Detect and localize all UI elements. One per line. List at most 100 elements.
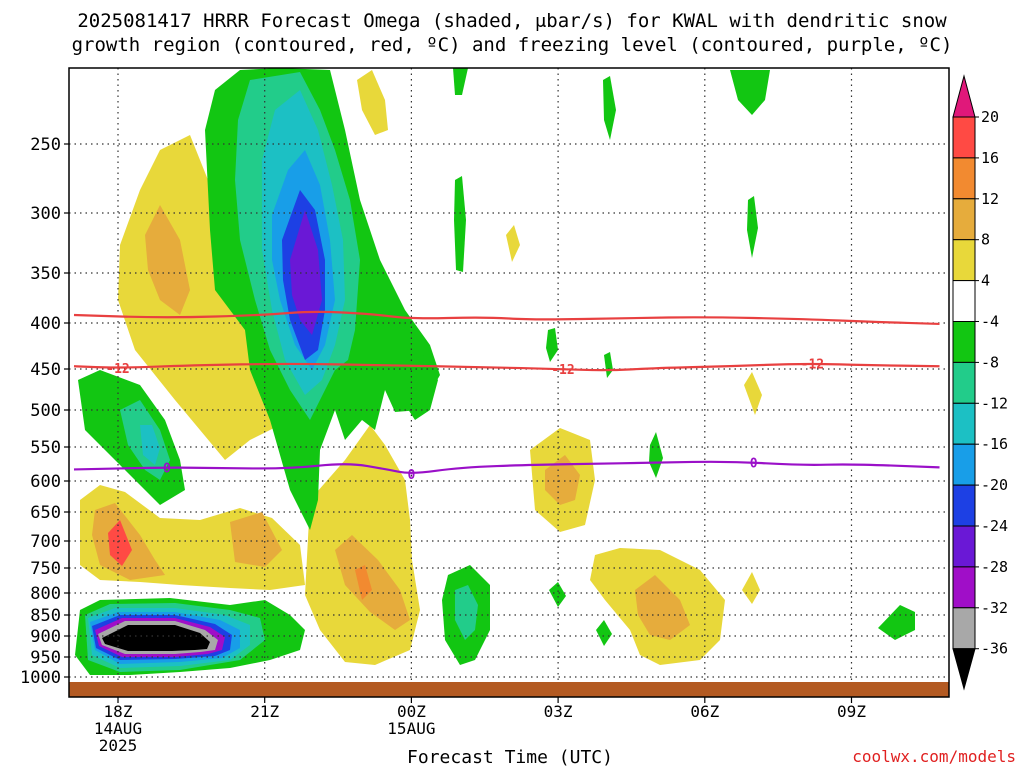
x-axis-title: Forecast Time (UTC)	[407, 747, 613, 768]
colorbar-top-arrow	[952, 74, 976, 118]
x-tick-label: 06Z	[635, 703, 775, 720]
x-tick-label: 09Z	[782, 703, 922, 720]
colorbar-swatch	[952, 525, 976, 568]
colorbar-label: -36	[981, 640, 1008, 658]
contour-line	[73, 460, 940, 474]
contour-label: -12	[106, 362, 129, 377]
omega-pos-region-mid	[305, 425, 420, 665]
plot-frame	[68, 67, 950, 698]
colorbar-label: 20	[981, 108, 999, 126]
omega-pos-region-lower-orange2	[230, 512, 282, 567]
y-tick-label: 1000	[20, 668, 61, 688]
colorbar-swatch	[952, 402, 976, 445]
colorbar-label: -32	[981, 599, 1008, 617]
y-tick-label: 700	[30, 532, 61, 552]
x-tick-label-line: 2025	[98, 736, 138, 755]
colorbar-swatch	[952, 116, 976, 159]
contour-label: 0	[750, 457, 758, 472]
chart-title-line-1: 2025081417 HRRR Forecast Omega (shaded, …	[77, 10, 947, 32]
colorbar-label: 16	[981, 149, 999, 167]
omega-neg-region-cell-3	[453, 68, 468, 95]
colorbar-swatch	[952, 321, 976, 363]
x-tick-label-line: 14AUG	[93, 719, 143, 738]
omega-neg-region-cell-10	[549, 582, 566, 607]
omega-pos-region-small-1	[357, 70, 388, 135]
y-tick-label: 950	[30, 648, 61, 668]
omega-neg-region-mid	[398, 355, 438, 420]
credit-text: coolwx.com/models	[852, 747, 1016, 766]
colorbar-bottom-arrow	[952, 648, 976, 691]
colorbar-swatch	[952, 361, 976, 404]
omega-pos-region-03z-core	[545, 455, 580, 505]
omega-neg-region-cell-2	[730, 70, 770, 115]
omega-neg-region-bottom-black	[102, 625, 210, 651]
omega-neg-region-cell-11	[596, 620, 612, 646]
omega-shading	[75, 68, 915, 675]
x-axis-ticks	[117, 697, 853, 703]
x-tick-label-line: 21Z	[250, 702, 280, 721]
omega-neg-region-cell-6	[747, 196, 758, 258]
colorbar-swatch	[952, 566, 976, 609]
y-tick-label: 400	[30, 314, 61, 334]
y-tick-label: 800	[30, 584, 61, 604]
omega-neg-region-cell-1-teal	[455, 585, 478, 640]
omega-pos-region-mid-orange	[335, 535, 410, 630]
y-tick-label: 350	[30, 264, 61, 284]
y-tick-label: 300	[30, 204, 61, 224]
omega-pos-region-small-3	[744, 372, 762, 415]
gridlines	[69, 68, 949, 697]
colorbar-swatch	[952, 280, 976, 323]
x-tick-label-line: 06Z	[690, 702, 720, 721]
x-tick-label: 21Z	[195, 703, 335, 720]
omega-neg-region-cell-12	[878, 605, 915, 640]
omega-pos-region-upper-core	[145, 205, 190, 315]
y-axis: 2503003504004505005506006507007508008509…	[20, 135, 69, 688]
y-tick-label: 750	[30, 559, 61, 579]
y-tick-label: 500	[30, 401, 61, 421]
colorbar-label: -20	[981, 476, 1008, 494]
colorbar-swatch	[952, 157, 976, 200]
colorbar-label: -8	[981, 353, 999, 371]
colorbar: 20 16 12 8 4 -4 -8 -12 -16 -20 -24 -28 -32 -36	[952, 74, 1008, 691]
contour-label: 0	[163, 461, 171, 476]
contour-label: 0	[407, 468, 415, 483]
omega-pos-region-small-2	[506, 225, 520, 262]
x-tick-label: 00Z 15AUG	[341, 703, 481, 737]
colorbar-label: -16	[981, 435, 1008, 453]
contour-line	[73, 310, 940, 326]
x-tick-label-line: 18Z	[103, 702, 133, 721]
colorbar-label: 8	[981, 231, 990, 249]
y-tick-label: 550	[30, 438, 61, 458]
x-tick-label-line: 03Z	[543, 702, 573, 721]
omega-neg-region-cell-8	[604, 352, 613, 378]
omega-neg-region-left-cyan	[140, 425, 160, 465]
colorbar-swatch	[952, 484, 976, 527]
omega-neg-region-cell-4	[454, 176, 466, 272]
terrain-bar	[69, 682, 949, 697]
colorbar-label: -24	[981, 517, 1008, 535]
colorbar-label: -28	[981, 558, 1008, 576]
colorbar-label: 12	[981, 190, 999, 208]
contour-line	[73, 362, 940, 372]
x-tick-label-line: 09Z	[837, 702, 866, 721]
colorbar-label: -12	[981, 394, 1008, 412]
colorbar-swatch	[952, 198, 976, 241]
omega-neg-region-cell-7	[546, 328, 558, 362]
colorbar-swatch	[952, 239, 976, 282]
x-tick-label-line: 15AUG	[387, 719, 436, 738]
omega-pos-region-small-4	[742, 572, 760, 604]
omega-neg-region-cell-9	[649, 432, 663, 478]
y-tick-label: 650	[30, 503, 61, 523]
y-tick-label: 850	[30, 606, 61, 626]
contour-label: -12	[801, 358, 824, 373]
omega-pos-region-mid-core	[355, 565, 372, 600]
colorbar-label: 4	[981, 272, 990, 290]
chart-title-line-2: growth region (contoured, red, ºC) and f…	[71, 34, 953, 56]
colorbar-label: -4	[981, 313, 999, 331]
y-tick-label: 250	[30, 135, 61, 155]
contour-label: -12	[551, 363, 574, 378]
colorbar-swatch	[952, 607, 976, 650]
y-tick-label: 600	[30, 472, 61, 492]
x-tick-label: 03Z	[488, 703, 628, 720]
